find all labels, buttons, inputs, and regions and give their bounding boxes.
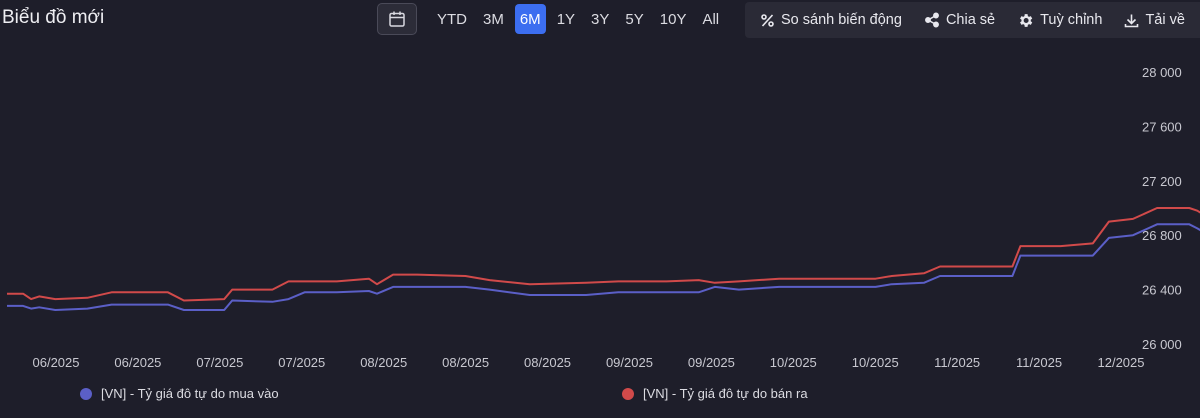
compare-button[interactable]: So sánh biến động bbox=[760, 12, 902, 28]
range-3m[interactable]: 3M bbox=[483, 10, 504, 28]
x-tick-label: 07/2025 bbox=[278, 355, 325, 370]
legend-label-sell: [VN] - Tỷ giá đô tự do bán ra bbox=[643, 386, 808, 401]
range-3y[interactable]: 3Y bbox=[591, 10, 610, 28]
customize-label: Tuỳ chỉnh bbox=[1040, 12, 1103, 28]
legend-item-buy[interactable]: [VN] - Tỷ giá đô tự do mua vào bbox=[80, 386, 279, 401]
x-tick-label: 08/2025 bbox=[442, 355, 489, 370]
y-tick-label: 27 600 bbox=[1142, 119, 1182, 134]
x-tick-label: 07/2025 bbox=[196, 355, 243, 370]
legend-swatch-sell bbox=[622, 387, 634, 400]
share-icon bbox=[924, 12, 939, 28]
page-title: Biểu đồ mới bbox=[2, 7, 105, 28]
x-tick-label: 06/2025 bbox=[33, 355, 80, 370]
share-button[interactable]: Chia sẻ bbox=[924, 12, 995, 28]
chart-toolbar: So sánh biến động Chia sẻ Tuỳ chỉnh Tải … bbox=[745, 2, 1200, 38]
y-tick-label: 28 000 bbox=[1142, 65, 1182, 80]
y-tick-label: 27 200 bbox=[1142, 174, 1182, 189]
customize-button[interactable]: Tuỳ chỉnh bbox=[1017, 12, 1102, 29]
x-tick-label: 11/2025 bbox=[1016, 355, 1062, 370]
legend-label-buy: [VN] - Tỷ giá đô tự do mua vào bbox=[101, 386, 279, 401]
download-icon bbox=[1125, 14, 1139, 27]
percent-icon bbox=[761, 13, 774, 27]
x-tick-label: 09/2025 bbox=[688, 355, 735, 370]
legend-swatch-buy bbox=[80, 387, 92, 400]
range-5y[interactable]: 5Y bbox=[625, 10, 644, 28]
y-tick-label: 26 800 bbox=[1142, 228, 1182, 243]
range-6m[interactable]: 6M bbox=[514, 4, 546, 34]
x-tick-label: 08/2025 bbox=[524, 355, 571, 370]
calendar-button[interactable] bbox=[377, 3, 417, 35]
calendar-icon bbox=[389, 11, 405, 27]
x-tick-label: 10/2025 bbox=[852, 355, 899, 370]
y-tick-label: 26 400 bbox=[1142, 283, 1182, 298]
range-10y[interactable]: 10Y bbox=[659, 10, 687, 28]
compare-label: So sánh biến động bbox=[781, 12, 902, 28]
range-selector: YTD 3M 6M 1Y 3Y 5Y 10Y All bbox=[432, 4, 724, 34]
x-tick-label: 10/2025 bbox=[770, 355, 817, 370]
series-line-buy[interactable] bbox=[7, 99, 1200, 311]
series-line-sell[interactable] bbox=[7, 88, 1200, 302]
x-tick-label: 08/2025 bbox=[360, 355, 407, 370]
x-tick-label: 11/2025 bbox=[934, 355, 980, 370]
range-all[interactable]: All bbox=[702, 10, 720, 28]
legend-item-sell[interactable]: [VN] - Tỷ giá đô tự do bán ra bbox=[622, 386, 808, 401]
download-label: Tải về bbox=[1145, 12, 1185, 28]
x-tick-label: 06/2025 bbox=[114, 355, 161, 370]
gear-icon bbox=[1020, 13, 1033, 27]
download-button[interactable]: Tải về bbox=[1124, 12, 1185, 28]
range-ytd[interactable]: YTD bbox=[437, 10, 467, 28]
range-1y[interactable]: 1Y bbox=[556, 10, 576, 28]
share-label: Chia sẻ bbox=[945, 12, 996, 28]
x-tick-label: 12/2025 bbox=[1098, 355, 1145, 370]
line-chart: 26 000 26 400 26 800 27 200 27 600 28 000 06/2… bbox=[7, 65, 1200, 370]
y-tick-label: 26 000 bbox=[1142, 337, 1182, 352]
x-tick-label: 09/2025 bbox=[606, 355, 653, 370]
